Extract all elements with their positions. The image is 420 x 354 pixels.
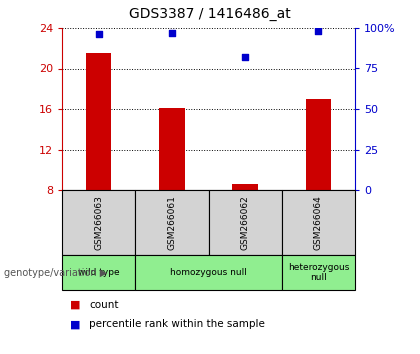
Bar xyxy=(159,108,185,190)
Point xyxy=(168,30,175,36)
Text: GSM266061: GSM266061 xyxy=(168,195,176,250)
Point xyxy=(242,54,249,60)
Bar xyxy=(232,184,258,190)
Text: homozygous null: homozygous null xyxy=(170,268,247,277)
Text: wild type: wild type xyxy=(78,268,119,277)
Bar xyxy=(306,99,331,190)
Text: GSM266064: GSM266064 xyxy=(314,195,323,250)
Text: GSM266063: GSM266063 xyxy=(94,195,103,250)
Text: GDS3387 / 1416486_at: GDS3387 / 1416486_at xyxy=(129,7,291,21)
Text: ■: ■ xyxy=(71,319,81,330)
Text: genotype/variation ▶: genotype/variation ▶ xyxy=(4,268,108,278)
Text: ■: ■ xyxy=(71,300,81,310)
Text: heterozygous
null: heterozygous null xyxy=(288,263,349,282)
Bar xyxy=(86,53,111,190)
Text: percentile rank within the sample: percentile rank within the sample xyxy=(89,319,265,330)
Text: count: count xyxy=(89,300,119,310)
Point xyxy=(95,32,102,37)
Point xyxy=(315,28,322,34)
Text: GSM266062: GSM266062 xyxy=(241,195,249,250)
